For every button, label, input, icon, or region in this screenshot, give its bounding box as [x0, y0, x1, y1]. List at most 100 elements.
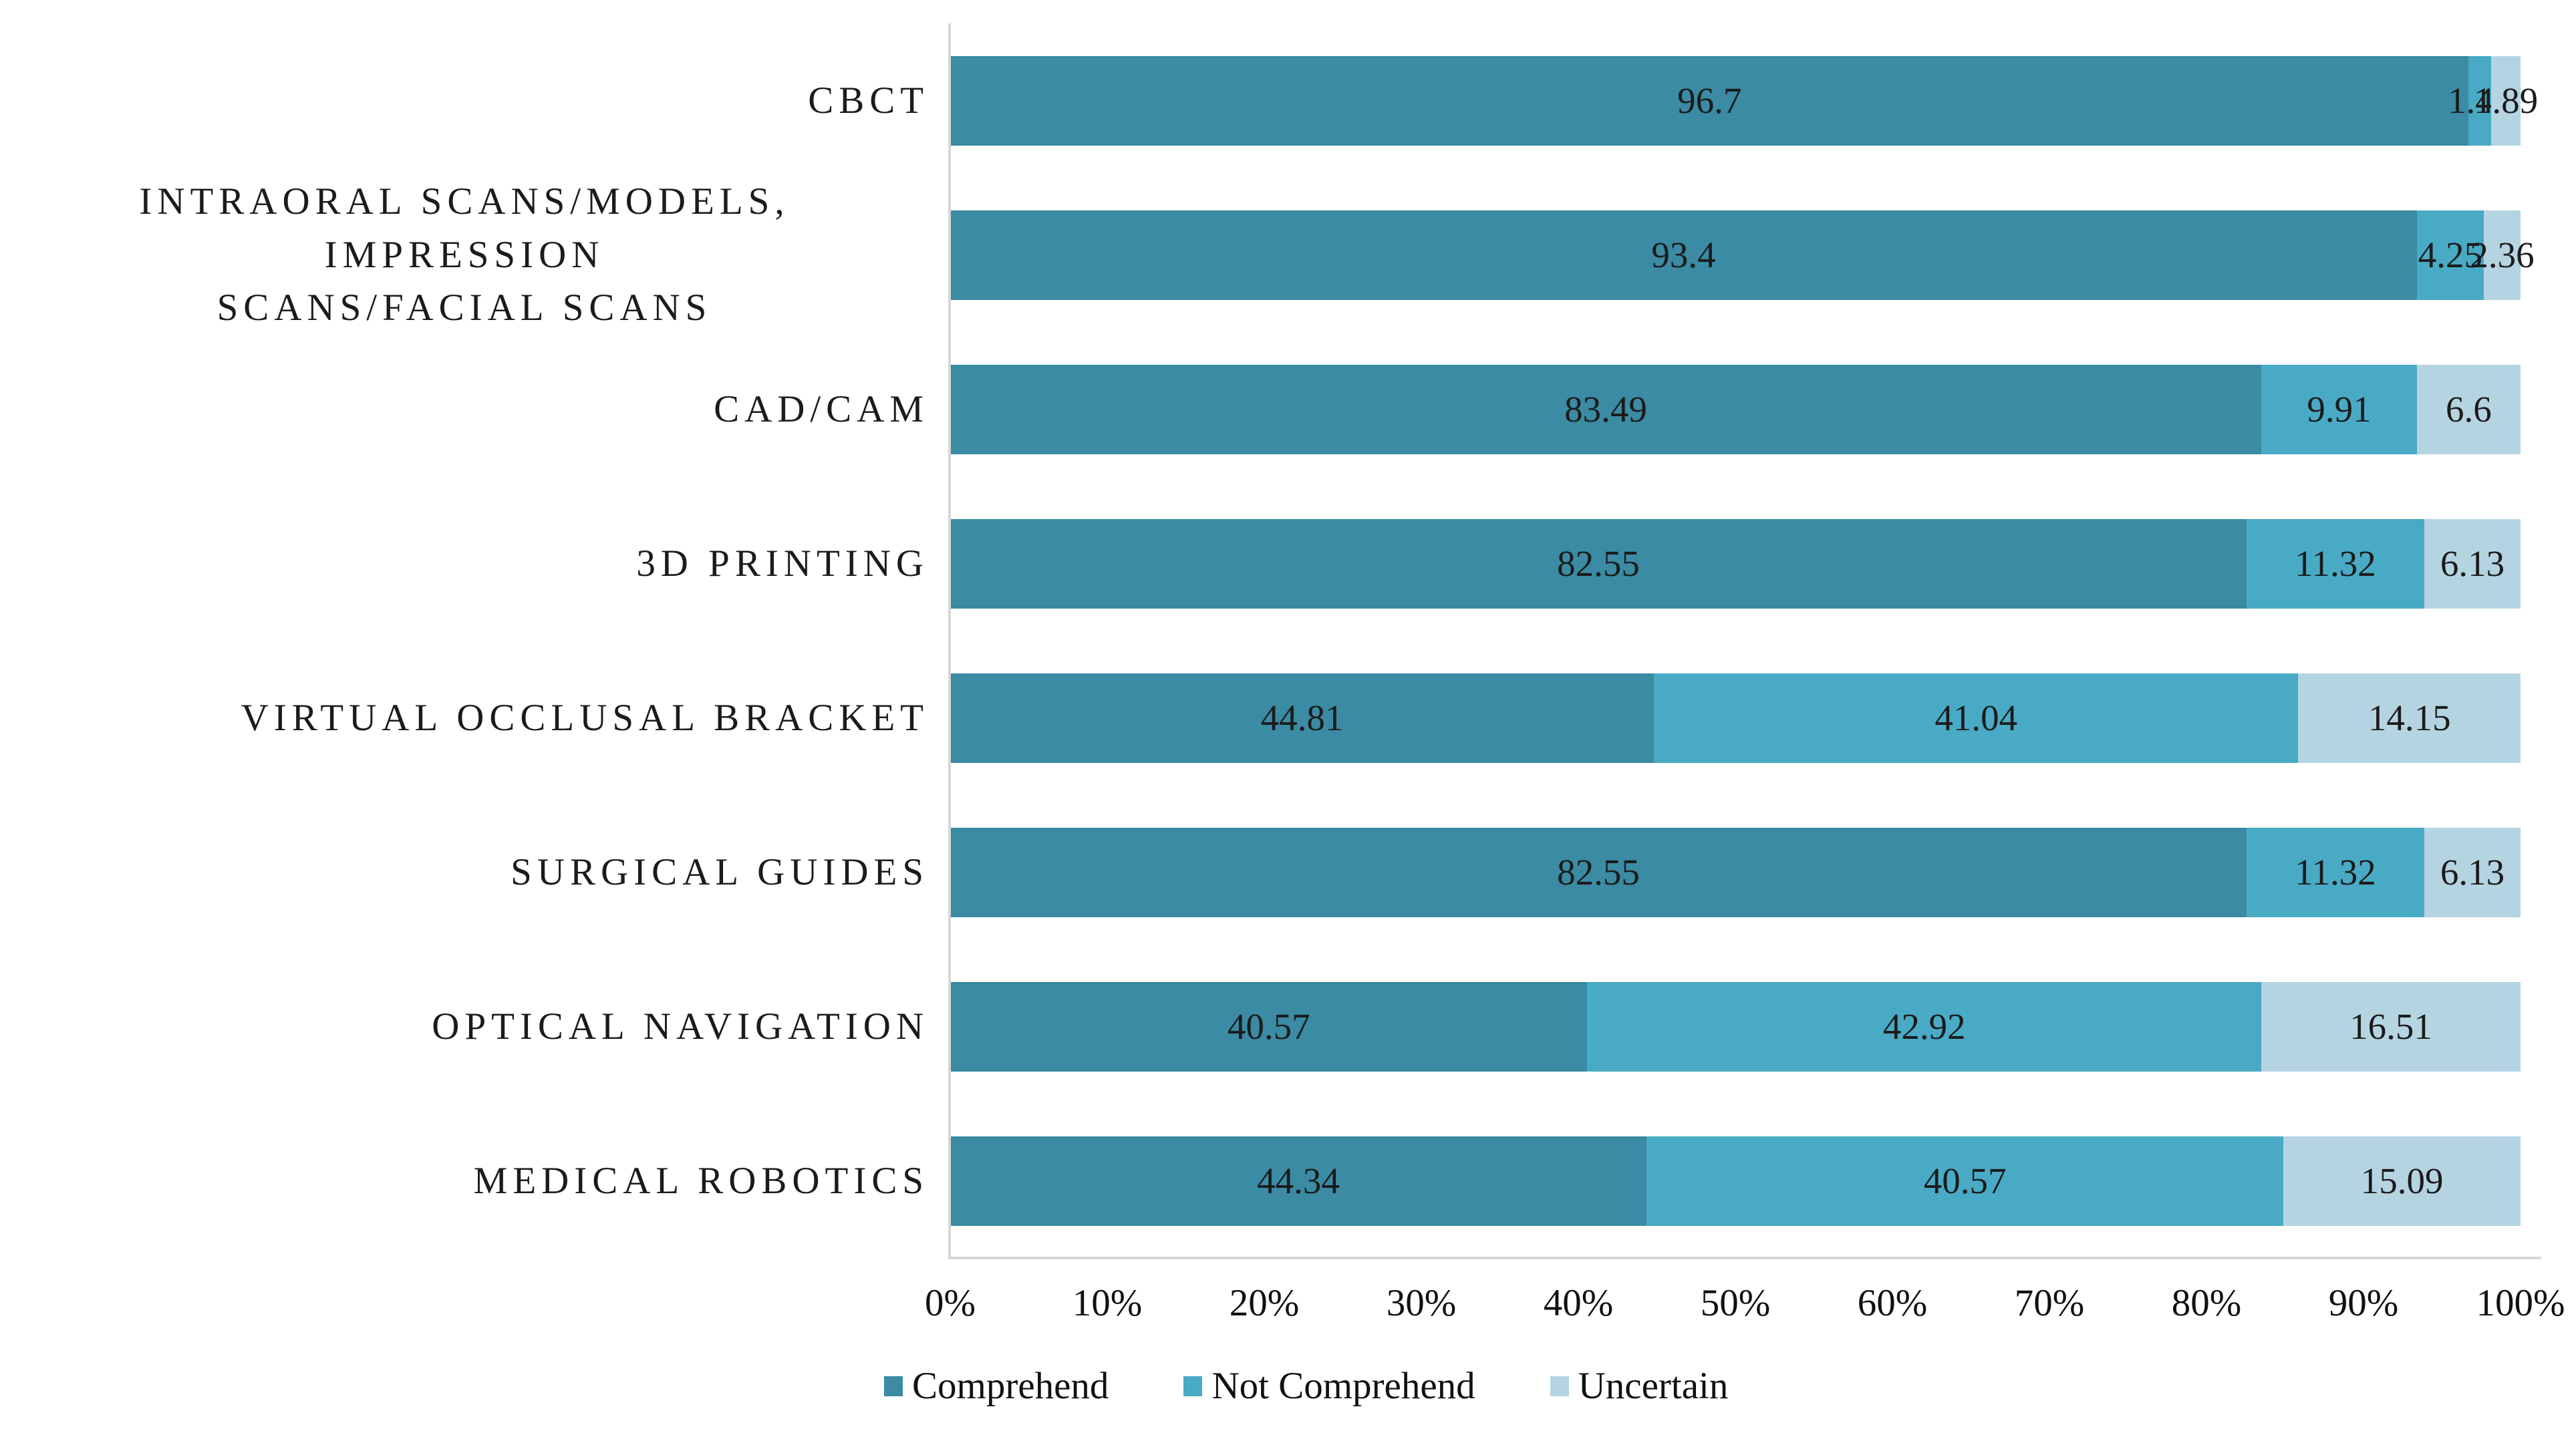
- chart-row: INTRAORAL SCANS/MODELS, IMPRESSION SCANS…: [0, 178, 2535, 332]
- category-label: 3D PRINTING: [0, 486, 950, 641]
- value-label: 15.09: [2360, 1160, 2444, 1201]
- value-label: 6.6: [2446, 389, 2492, 430]
- category-label-text: SURGICAL GUIDES: [511, 850, 929, 893]
- value-label: 96.7: [1677, 80, 1742, 121]
- x-axis-ticks: 0% 10% 20% 30% 40% 50% 60% 70% 80% 90% 100%: [925, 1281, 2565, 1329]
- legend-label-not-comprehend: Not Comprehend: [1211, 1365, 1475, 1407]
- value-label: 4.25: [2418, 234, 2482, 275]
- segment-comprehend: 82.55: [950, 518, 2247, 609]
- category-label-text: CAD/CAM: [714, 387, 929, 430]
- stacked-bar: 40.57 42.92 16.51: [950, 981, 2521, 1072]
- segment-not-comprehend: 11.32: [2246, 827, 2424, 917]
- category-label-text: 3D PRINTING: [636, 542, 929, 585]
- value-label: 93.4: [1651, 234, 1716, 275]
- legend-swatch-uncertain: [1550, 1376, 1569, 1396]
- category-label-text: MEDICAL ROBOTICS: [473, 1159, 929, 1202]
- segment-comprehend: 82.55: [950, 827, 2247, 917]
- category-label: OPTICAL NAVIGATION: [0, 949, 950, 1104]
- y-axis-line: [948, 23, 951, 1258]
- bar-track: 82.55 11.32 6.13: [950, 795, 2521, 949]
- stacked-bar: 93.4 4.25 2.36: [950, 210, 2535, 300]
- x-axis-tick: 50%: [1700, 1282, 1771, 1324]
- legend-item-uncertain: Uncertain: [1550, 1364, 1729, 1408]
- chart-row: VIRTUAL OCCLUSAL BRACKET 44.81 41.04 14.15: [0, 641, 2521, 795]
- value-label: 2.36: [2470, 234, 2535, 275]
- category-label: SURGICAL GUIDES: [0, 795, 950, 949]
- segment-not-comprehend: 9.91: [2261, 364, 2417, 454]
- category-label: VIRTUAL OCCLUSAL BRACKET: [0, 641, 950, 795]
- bar-track: 44.81 41.04 14.15: [950, 641, 2521, 795]
- value-label: 42.92: [1882, 1006, 1966, 1047]
- segment-comprehend: 40.57: [950, 981, 1588, 1072]
- legend-label-comprehend: Comprehend: [912, 1365, 1109, 1407]
- stacked-bar: 82.55 11.32 6.13: [950, 827, 2521, 917]
- category-label: INTRAORAL SCANS/MODELS, IMPRESSION SCANS…: [0, 178, 950, 332]
- category-label-text: OPTICAL NAVIGATION: [432, 1005, 929, 1048]
- value-label: 40.57: [1923, 1160, 2007, 1201]
- segment-uncertain: 15.09: [2283, 1136, 2521, 1226]
- value-label: 14.15: [2368, 697, 2451, 738]
- chart-rows: CBCT 96.7 1.42 1.89 INTRAORAL SCANS/MODELS, …: [0, 23, 2538, 1258]
- category-label-text: CBCT: [808, 79, 929, 122]
- segment-comprehend: 96.7: [950, 55, 2469, 146]
- value-label: 83.49: [1564, 389, 1647, 430]
- bar-track: 83.49 9.91 6.6: [950, 332, 2521, 486]
- value-label: 1.89: [2473, 80, 2539, 121]
- segment-uncertain: 1.89: [2474, 55, 2538, 146]
- value-label: 82.55: [1557, 543, 1640, 584]
- segment-not-comprehend: 41.04: [1654, 673, 2299, 763]
- bar-track: 96.7 1.42 1.89: [950, 23, 2538, 178]
- value-label: 11.32: [2295, 852, 2376, 893]
- x-axis-tick: 90%: [2328, 1282, 2399, 1324]
- value-label: 11.32: [2295, 543, 2376, 584]
- x-axis-tick: 30%: [1386, 1282, 1457, 1324]
- segment-not-comprehend: 42.92: [1587, 981, 2261, 1072]
- segment-uncertain: 6.6: [2416, 364, 2521, 454]
- x-axis-tick: 20%: [1229, 1282, 1300, 1324]
- segment-uncertain: 2.36: [2470, 210, 2535, 300]
- chart-row: CBCT 96.7 1.42 1.89: [0, 23, 2538, 178]
- x-axis-tick: 80%: [2171, 1282, 2242, 1324]
- bar-track: 40.57 42.92 16.51: [950, 949, 2521, 1104]
- category-label-text: VIRTUAL OCCLUSAL BRACKET: [241, 696, 929, 739]
- legend-swatch-not-comprehend: [1183, 1376, 1203, 1396]
- stacked-bar: 96.7 1.42 1.89: [950, 55, 2538, 146]
- x-axis-tick: 0%: [925, 1282, 976, 1324]
- legend-label-uncertain: Uncertain: [1578, 1365, 1729, 1407]
- x-axis-tick: 60%: [1857, 1282, 1928, 1324]
- segment-not-comprehend: 4.25: [2416, 210, 2484, 300]
- bar-track: 93.4 4.25 2.36: [950, 178, 2535, 332]
- value-label: 44.34: [1257, 1160, 1340, 1201]
- value-label: 82.55: [1557, 852, 1640, 893]
- chart-row: CAD/CAM 83.49 9.91 6.6: [0, 332, 2521, 486]
- stacked-bar: 44.34 40.57 15.09: [950, 1136, 2521, 1226]
- category-label: CBCT: [0, 23, 950, 178]
- category-label: MEDICAL ROBOTICS: [0, 1104, 950, 1258]
- bar-track: 44.34 40.57 15.09: [950, 1104, 2521, 1258]
- value-label: 40.57: [1227, 1006, 1310, 1047]
- chart-row: OPTICAL NAVIGATION 40.57 42.92 16.51: [0, 949, 2521, 1104]
- segment-uncertain: 6.13: [2424, 827, 2521, 917]
- stacked-bar: 44.81 41.04 14.15: [950, 673, 2521, 763]
- category-label-text: INTRAORAL SCANS/MODELS, IMPRESSION SCANS…: [139, 180, 790, 329]
- segment-uncertain: 14.15: [2298, 673, 2521, 763]
- segment-comprehend: 44.34: [950, 1136, 1647, 1226]
- x-axis-line: [948, 1257, 2541, 1259]
- x-axis-tick: 40%: [1543, 1282, 1614, 1324]
- value-label: 16.51: [2349, 1006, 2432, 1047]
- legend-item-not-comprehend: Not Comprehend: [1183, 1364, 1475, 1408]
- value-label: 6.13: [2440, 543, 2505, 584]
- segment-not-comprehend: 11.32: [2246, 518, 2424, 609]
- x-axis-tick: 100%: [2476, 1282, 2565, 1324]
- segment-comprehend: 44.81: [950, 673, 1655, 763]
- x-axis-tick: 70%: [2014, 1282, 2085, 1324]
- segment-comprehend: 93.4: [950, 210, 2417, 300]
- segment-not-comprehend: 40.57: [1646, 1136, 2284, 1226]
- x-axis-tick: 10%: [1072, 1282, 1143, 1324]
- legend-swatch-comprehend: [884, 1376, 903, 1396]
- bar-track: 82.55 11.32 6.13: [950, 486, 2521, 641]
- category-label: CAD/CAM: [0, 332, 950, 486]
- value-label: 9.91: [2307, 389, 2372, 430]
- segment-comprehend: 83.49: [950, 364, 2261, 454]
- stacked-bar: 83.49 9.91 6.6: [950, 364, 2521, 454]
